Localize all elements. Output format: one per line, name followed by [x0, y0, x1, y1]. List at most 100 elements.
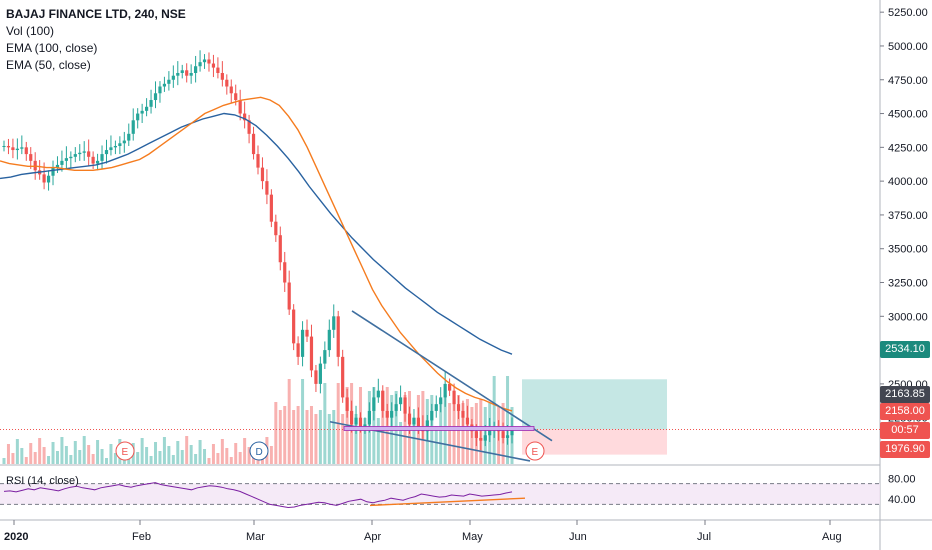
- candle-body: [55, 164, 60, 168]
- volume-bar: [234, 443, 238, 464]
- candle-body: [109, 147, 113, 151]
- candle-body: [131, 120, 135, 134]
- volume-bar: [2, 458, 6, 464]
- candle-body: [167, 79, 171, 84]
- rsi-line: [3, 482, 513, 509]
- volume-bar: [211, 444, 215, 464]
- volume-bar: [323, 383, 327, 464]
- volume-bar: [465, 399, 469, 464]
- candle-body: [501, 431, 505, 438]
- price-tick-label: 4250.00: [888, 142, 928, 154]
- candle-body: [87, 151, 91, 157]
- volume-bar: [96, 440, 100, 464]
- ema50-line: [0, 96, 513, 412]
- volume-bar: [243, 438, 247, 464]
- candle-body: [434, 404, 438, 411]
- volume-bar: [501, 403, 505, 464]
- target-zone: [522, 379, 667, 430]
- volume-bar: [203, 449, 207, 464]
- candle-body: [287, 282, 291, 310]
- candle-body: [363, 424, 367, 428]
- candle-body: [265, 181, 269, 195]
- volume-bar: [167, 446, 171, 464]
- candle-body: [180, 70, 184, 73]
- time-tick-label: Jul: [697, 531, 711, 543]
- candle-body: [122, 140, 126, 144]
- candle-body: [29, 154, 33, 161]
- rsi-indicator-label[interactable]: RSI (14, close): [6, 475, 79, 487]
- candle-body: [305, 329, 309, 337]
- candle-body: [376, 390, 380, 398]
- volume-bar: [162, 437, 166, 464]
- candle-body: [452, 390, 456, 405]
- volume-bar: [474, 403, 478, 464]
- candle-body: [127, 133, 131, 141]
- volume-indicator-label[interactable]: Vol (100): [6, 24, 55, 38]
- candle-body: [216, 67, 220, 73]
- candle-body: [136, 113, 140, 121]
- volume-bar: [483, 407, 487, 464]
- volume-bar: [461, 403, 465, 464]
- volume-bar: [149, 456, 153, 464]
- volume-bar: [207, 458, 211, 464]
- candle-body: [323, 350, 327, 364]
- volume-bar: [439, 399, 443, 464]
- candle-body: [51, 167, 55, 176]
- ema100-indicator-label[interactable]: EMA (100, close): [6, 41, 98, 55]
- candle-body: [318, 363, 322, 384]
- volume-bar: [194, 454, 198, 464]
- candle-body: [234, 93, 238, 101]
- volume-bar: [42, 447, 46, 464]
- price-tick-label: 3750.00: [888, 210, 928, 222]
- price-tick-label: 4500.00: [888, 109, 928, 121]
- symbol-title[interactable]: BAJAJ FINANCE LTD, 240, NSE: [6, 7, 186, 21]
- volume-bar: [510, 407, 514, 464]
- candle-body: [243, 113, 247, 121]
- candle-body: [412, 417, 416, 425]
- candle-body: [46, 175, 51, 183]
- volume-bar: [296, 406, 300, 464]
- volume-bar: [176, 441, 180, 464]
- rsi-tick-label: 40.00: [888, 494, 916, 506]
- event-marker-glyph: D: [256, 447, 263, 458]
- volume-bar: [269, 446, 273, 464]
- candle-body: [314, 370, 318, 384]
- time-tick-label: Mar: [246, 531, 265, 543]
- upper-trendline: [351, 310, 553, 442]
- candle-body: [20, 147, 24, 149]
- volume-bar: [78, 450, 82, 464]
- candle-body: [260, 167, 265, 182]
- candle-body: [269, 194, 273, 222]
- candle-body: [510, 429, 514, 436]
- volume-bar: [372, 387, 376, 464]
- volume-bar: [350, 383, 354, 464]
- candle-body: [95, 160, 100, 164]
- volume-bar: [145, 447, 149, 464]
- volume-bar: [180, 450, 184, 464]
- volume-bar: [301, 379, 305, 464]
- last-price-tag: 2163.85: [880, 386, 930, 403]
- volume-bar: [104, 458, 108, 464]
- volume-bar: [69, 455, 73, 464]
- time-tick-label: Apr: [364, 531, 381, 543]
- stop-zone: [522, 429, 667, 455]
- candle-body: [283, 262, 287, 283]
- candles: [2, 50, 514, 464]
- volume-bar: [341, 414, 345, 464]
- candle-body: [488, 429, 492, 436]
- volume-bar: [91, 454, 95, 464]
- countdown-tag: 00:57: [880, 422, 930, 439]
- candle-body: [149, 100, 153, 107]
- candle-body: [407, 413, 412, 425]
- volume-bar: [434, 426, 438, 464]
- candle-body: [372, 397, 376, 411]
- ema50-indicator-label[interactable]: EMA (50, close): [6, 58, 91, 72]
- volume-bar: [305, 410, 309, 464]
- volume-bar: [274, 402, 278, 464]
- candle-body: [82, 151, 86, 153]
- candle-body: [456, 404, 461, 411]
- volume-bar: [189, 445, 193, 464]
- candle-body: [78, 152, 82, 155]
- volume-bar: [100, 449, 104, 464]
